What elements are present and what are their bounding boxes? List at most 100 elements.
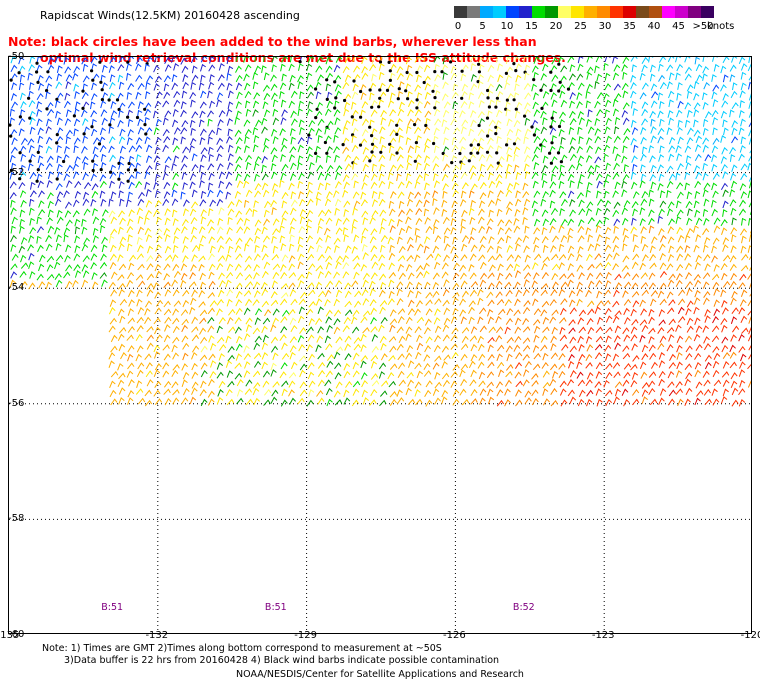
wind-barb	[587, 300, 595, 308]
wind-barb	[234, 129, 242, 137]
wind-barb	[19, 190, 27, 198]
wind-barb	[533, 253, 542, 261]
wind-barb	[333, 64, 341, 73]
wind-barb	[118, 243, 125, 251]
wind-barb	[623, 307, 630, 316]
wind-barb	[702, 325, 709, 333]
wind-barb	[163, 191, 171, 199]
wind-barb	[657, 92, 664, 101]
wind-barb	[162, 344, 170, 351]
wind-barb	[236, 379, 244, 387]
wind-barb	[711, 74, 717, 82]
wind-barb	[595, 224, 602, 233]
wind-barb	[236, 91, 243, 100]
wind-barb	[741, 235, 747, 244]
wind-barb	[414, 154, 422, 162]
wind-barb	[648, 209, 655, 217]
wind-barb	[433, 127, 440, 136]
wind-barb	[163, 135, 171, 143]
wind-barb	[64, 254, 71, 263]
wind-barb	[729, 64, 737, 72]
wind-barb	[577, 63, 584, 72]
wind-barb	[281, 388, 288, 397]
wind-barb	[694, 144, 702, 152]
wind-barb	[648, 344, 656, 352]
wind-barb	[640, 272, 648, 279]
wind-barb	[234, 317, 242, 324]
wind-barb	[306, 225, 312, 234]
wind-barb	[92, 137, 100, 145]
wind-barb	[207, 316, 215, 324]
wind-barb	[200, 380, 207, 389]
wind-barb	[153, 369, 161, 377]
wind-barb	[442, 109, 450, 118]
wind-barb	[306, 218, 313, 227]
wind-barb	[668, 90, 675, 99]
wind-barb	[110, 345, 118, 353]
wind-barb	[262, 235, 270, 243]
wind-barb	[299, 216, 306, 224]
wind-barb	[542, 155, 549, 164]
wind-barb	[146, 144, 153, 153]
wind-barb	[585, 189, 591, 198]
wind-barb	[353, 343, 361, 351]
wind-barb	[596, 290, 603, 299]
contamination-dot	[460, 96, 464, 100]
wind-barb	[540, 144, 546, 153]
wind-barb	[128, 209, 135, 217]
wind-barb	[280, 326, 288, 334]
contamination-dot	[469, 151, 473, 155]
wind-barb	[198, 119, 205, 128]
wind-barb	[478, 371, 486, 380]
wind-barb	[352, 83, 359, 92]
wind-barb	[550, 387, 558, 395]
wind-barb	[378, 262, 386, 271]
wind-barb	[209, 199, 217, 207]
wind-barb	[423, 144, 430, 153]
wind-barb	[416, 243, 424, 251]
wind-barb	[145, 362, 153, 370]
wind-barb	[360, 316, 368, 324]
wind-barb	[397, 263, 405, 272]
wind-barb	[9, 117, 16, 126]
wind-barb	[90, 173, 97, 182]
wind-barb	[145, 199, 153, 208]
wind-barb	[235, 299, 243, 307]
wind-barb	[389, 92, 396, 101]
wind-barb	[468, 92, 475, 100]
wind-barb	[351, 173, 359, 181]
wind-barb	[164, 233, 171, 242]
wind-barb	[27, 244, 34, 252]
wind-barb	[182, 146, 190, 154]
wind-barb	[20, 262, 29, 269]
wind-barb	[641, 118, 648, 126]
wind-barb	[470, 353, 478, 362]
wind-barb	[324, 209, 332, 217]
wind-barb	[153, 344, 161, 353]
wind-barb	[243, 353, 251, 360]
wind-barb	[497, 272, 504, 281]
wind-barb	[595, 272, 603, 280]
wind-barb	[551, 165, 559, 173]
wind-barb	[749, 282, 751, 288]
wind-barb	[541, 262, 548, 271]
wind-barb	[118, 397, 125, 405]
wind-barb	[642, 254, 649, 262]
wind-barb	[235, 237, 243, 245]
wind-barb	[693, 129, 701, 137]
wind-barb	[540, 126, 548, 134]
wind-barb	[595, 219, 603, 227]
wind-barb	[586, 344, 594, 352]
wind-barb	[506, 146, 513, 155]
wind-barb	[487, 353, 495, 361]
wind-barb	[741, 217, 747, 226]
wind-barb	[585, 208, 593, 216]
wind-barb	[298, 119, 305, 128]
wind-barb	[92, 146, 99, 154]
wind-barb	[711, 245, 717, 254]
wind-barb	[515, 101, 523, 110]
wind-barb	[604, 307, 612, 315]
wind-barb	[38, 263, 45, 272]
wind-barb	[506, 201, 513, 209]
wind-barb	[443, 137, 449, 145]
